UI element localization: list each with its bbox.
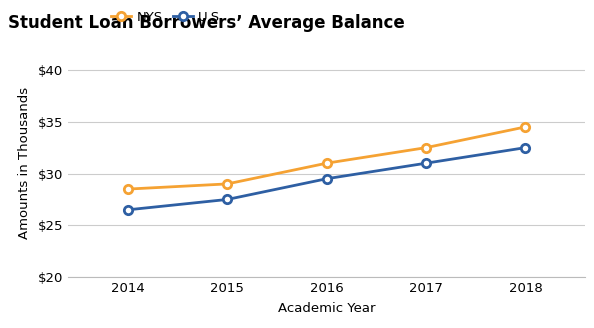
Text: Student Loan Borrowers’ Average Balance: Student Loan Borrowers’ Average Balance [8, 14, 405, 32]
Legend: NYS, U.S.: NYS, U.S. [106, 6, 229, 29]
Y-axis label: Amounts in Thousands: Amounts in Thousands [18, 87, 31, 239]
X-axis label: Academic Year: Academic Year [278, 302, 375, 315]
